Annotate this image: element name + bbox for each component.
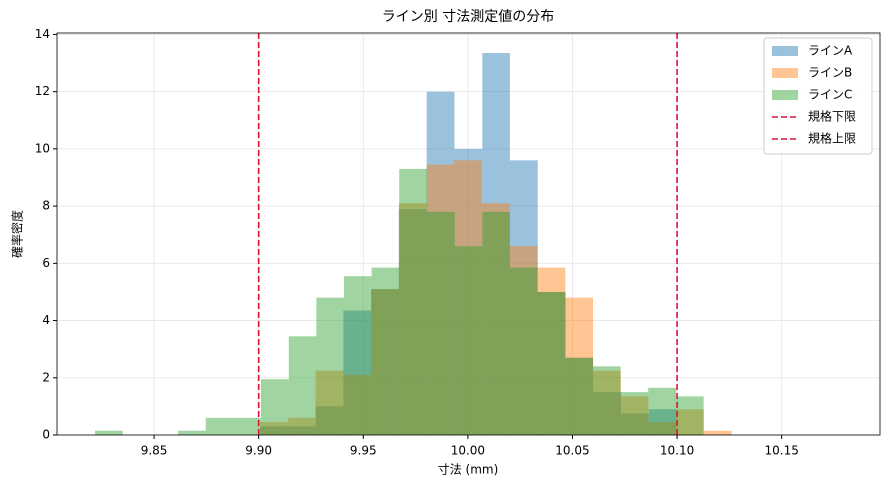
bar bbox=[371, 289, 399, 435]
chart-title: ライン別 寸法測定値の分布 bbox=[382, 9, 554, 25]
legend-box bbox=[763, 37, 873, 155]
legend-label: 規格上限 bbox=[808, 131, 856, 146]
y-tick-label: 6 bbox=[42, 256, 50, 270]
bar bbox=[427, 211, 455, 435]
bar bbox=[371, 267, 400, 435]
bar bbox=[565, 297, 593, 435]
bar bbox=[592, 366, 621, 435]
bar bbox=[620, 396, 649, 435]
bar bbox=[592, 370, 621, 435]
bar bbox=[205, 417, 234, 435]
bar bbox=[537, 267, 566, 435]
bar bbox=[676, 409, 704, 435]
legend-label: ラインB bbox=[808, 66, 852, 80]
bar bbox=[537, 291, 566, 435]
y-tick-label: 8 bbox=[42, 199, 50, 213]
bar bbox=[398, 208, 427, 435]
bar bbox=[565, 357, 593, 435]
bar bbox=[648, 409, 677, 435]
bar bbox=[316, 297, 345, 435]
bar bbox=[620, 392, 649, 435]
x-axis-label: 寸法 (mm) bbox=[438, 463, 499, 477]
x-tick-label: 10.15 bbox=[764, 444, 798, 458]
plot-frame bbox=[56, 32, 881, 436]
bar bbox=[398, 203, 427, 435]
bar bbox=[343, 310, 372, 435]
legend-label: ラインA bbox=[808, 44, 853, 58]
bar bbox=[178, 430, 206, 435]
x-tick-label: 9.95 bbox=[350, 444, 377, 458]
legend-label: 規格下限 bbox=[808, 109, 856, 124]
bar bbox=[454, 148, 483, 435]
bar bbox=[343, 374, 372, 435]
y-tick-label: 10 bbox=[35, 141, 50, 155]
x-tick-label: 10.05 bbox=[555, 444, 589, 458]
bar bbox=[95, 430, 123, 435]
bar bbox=[260, 422, 288, 435]
bar bbox=[287, 426, 316, 435]
legend-swatch bbox=[772, 68, 798, 78]
bar bbox=[565, 357, 594, 435]
bar bbox=[260, 426, 288, 435]
bar bbox=[315, 370, 344, 435]
bar bbox=[371, 289, 399, 435]
bar bbox=[454, 160, 483, 435]
bar bbox=[233, 417, 261, 435]
bar bbox=[509, 160, 538, 435]
bar bbox=[676, 396, 704, 435]
bar bbox=[454, 246, 483, 435]
bar bbox=[703, 430, 732, 435]
bar bbox=[593, 392, 622, 435]
y-tick-label: 14 bbox=[35, 27, 50, 41]
bar bbox=[260, 379, 289, 435]
bar bbox=[315, 406, 344, 435]
bar bbox=[287, 417, 316, 435]
y-tick-label: 12 bbox=[35, 84, 50, 98]
y-axis-label: 確率密度 bbox=[10, 210, 25, 258]
legend-swatch bbox=[772, 46, 798, 56]
bar bbox=[426, 164, 455, 435]
legend-swatch bbox=[772, 90, 798, 100]
y-tick-label: 0 bbox=[42, 428, 50, 442]
x-tick-label: 9.90 bbox=[245, 444, 272, 458]
bar bbox=[537, 291, 566, 435]
bar bbox=[621, 413, 649, 435]
y-tick-label: 2 bbox=[42, 370, 50, 384]
bar bbox=[482, 203, 510, 435]
legend-label: ラインC bbox=[808, 88, 852, 102]
bar bbox=[426, 91, 455, 436]
bar bbox=[509, 246, 538, 435]
bar bbox=[648, 422, 677, 435]
bar bbox=[482, 53, 510, 435]
bar bbox=[509, 267, 538, 435]
x-tick-label: 10.10 bbox=[660, 444, 694, 458]
bar bbox=[482, 211, 510, 435]
bar bbox=[288, 336, 317, 435]
y-tick-label: 4 bbox=[42, 313, 50, 327]
bar bbox=[344, 276, 372, 435]
x-tick-label: 9.85 bbox=[141, 444, 168, 458]
bar bbox=[648, 387, 677, 435]
x-tick-label: 10.00 bbox=[451, 444, 485, 458]
bar bbox=[399, 168, 428, 435]
